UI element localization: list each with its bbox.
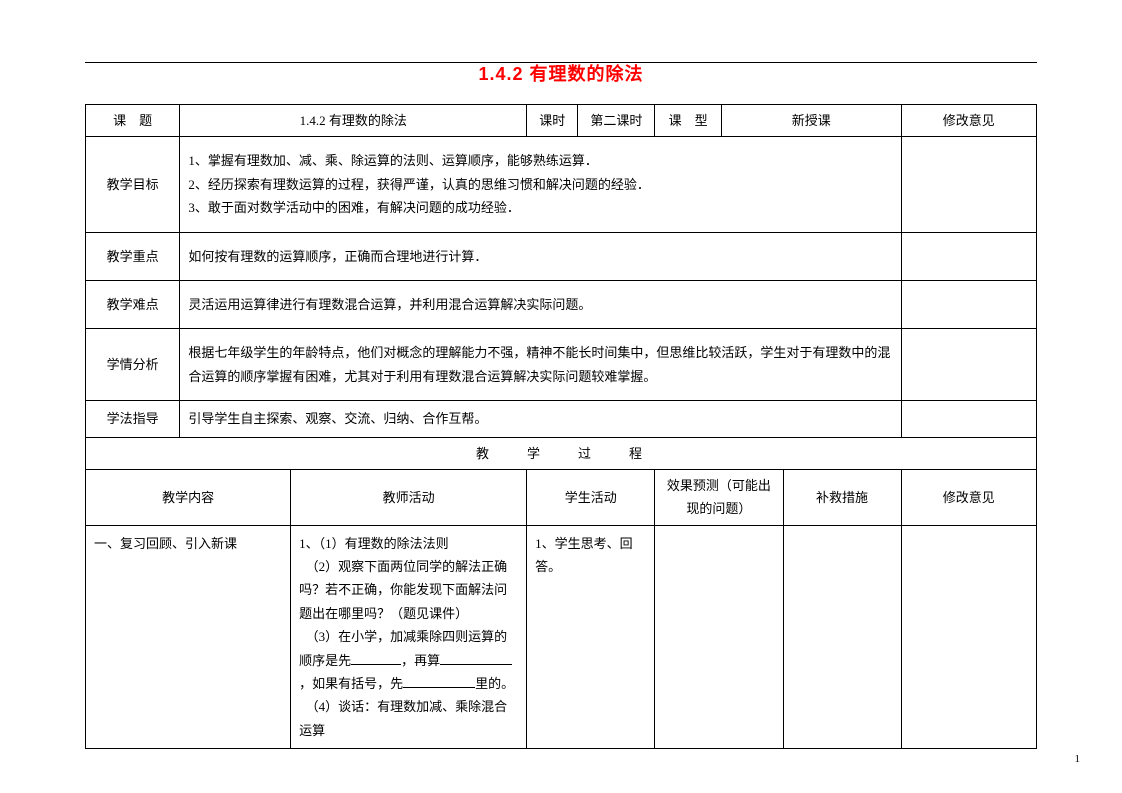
- process-header-row: 教 学 过 程: [86, 437, 1037, 469]
- revise-label: 修改意见: [901, 105, 1036, 137]
- teacher-line-4: （4）谈话：有理数加减、乘除混合运算: [299, 699, 507, 737]
- lesson-plan-table: 课 题 1.4.2 有理数的除法 课时 第二课时 课 型 新授课 修改意见 教学…: [85, 104, 1037, 749]
- method-text: 引导学生自主探索、观察、交流、归纳、合作互帮。: [180, 401, 901, 437]
- topic-value: 1.4.2 有理数的除法: [180, 105, 527, 137]
- keypoint-row: 教学重点 如何按有理数的运算顺序，正确而合理地进行计算．: [86, 232, 1037, 280]
- type-label: 课 型: [655, 105, 722, 137]
- period-value: 第二课时: [578, 105, 655, 137]
- difficulty-row: 教学难点 灵活运用运算律进行有理数混合运算，并利用混合运算解决实际问题。: [86, 280, 1037, 328]
- goals-text: 1、掌握有理数加、减、乘、除运算的法则、运算顺序，能够熟练运算． 2、经历探索有…: [180, 137, 901, 232]
- method-revise: [901, 401, 1036, 437]
- top-rule: [85, 62, 1037, 63]
- goals-revise: [901, 137, 1036, 232]
- difficulty-revise: [901, 280, 1036, 328]
- difficulty-label: 教学难点: [86, 280, 180, 328]
- page-title: 1.4.2 有理数的除法: [85, 60, 1037, 86]
- analysis-label: 学情分析: [86, 329, 180, 401]
- process-header: 教 学 过 程: [86, 437, 1037, 469]
- col-predict: 效果预测（可能出现的问题）: [655, 469, 783, 525]
- analysis-revise: [901, 329, 1036, 401]
- goals-row: 教学目标 1、掌握有理数加、减、乘、除运算的法则、运算顺序，能够熟练运算． 2、…: [86, 137, 1037, 232]
- col-revise: 修改意见: [901, 469, 1036, 525]
- col-student: 学生活动: [527, 469, 655, 525]
- col-remedy: 补救措施: [783, 469, 901, 525]
- method-row: 学法指导 引导学生自主探索、观察、交流、归纳、合作互帮。: [86, 401, 1037, 437]
- body-student: 1、学生思考、回答。: [527, 525, 655, 749]
- keypoint-revise: [901, 232, 1036, 280]
- teacher-line-1: 1、（1）有理数的除法法则: [299, 536, 449, 551]
- col-teacher: 教师活动: [291, 469, 527, 525]
- difficulty-text: 灵活运用运算律进行有理数混合运算，并利用混合运算解决实际问题。: [180, 280, 901, 328]
- blank-3: [403, 674, 475, 688]
- body-content: 一、复习回顾、引入新课: [86, 525, 291, 749]
- analysis-row: 学情分析 根据七年级学生的年龄特点，他们对概念的理解能力不强，精神不能长时间集中…: [86, 329, 1037, 401]
- analysis-text: 根据七年级学生的年龄特点，他们对概念的理解能力不强，精神不能长时间集中，但思维比…: [180, 329, 901, 401]
- col-content: 教学内容: [86, 469, 291, 525]
- blank-2: [440, 651, 512, 665]
- body-remedy: [783, 525, 901, 749]
- body-revise: [901, 525, 1036, 749]
- method-label: 学法指导: [86, 401, 180, 437]
- period-label: 课时: [527, 105, 578, 137]
- teacher-line-3b: ，再算: [401, 653, 440, 668]
- process-cols-row: 教学内容 教师活动 学生活动 效果预测（可能出现的问题） 补救措施 修改意见: [86, 469, 1037, 525]
- teacher-line-2: （2）观察下面两位同学的解法正确吗？若不正确，你能发现下面解法问题出在哪里吗？（…: [299, 559, 507, 621]
- topic-label: 课 题: [86, 105, 180, 137]
- blank-1: [351, 651, 401, 665]
- header-row: 课 题 1.4.2 有理数的除法 课时 第二课时 课 型 新授课 修改意见: [86, 105, 1037, 137]
- page-number: 1: [1075, 753, 1081, 765]
- teacher-line-3d: 里的。: [475, 676, 514, 691]
- keypoint-text: 如何按有理数的运算顺序，正确而合理地进行计算．: [180, 232, 901, 280]
- body-predict: [655, 525, 783, 749]
- body-teacher: 1、（1）有理数的除法法则 （2）观察下面两位同学的解法正确吗？若不正确，你能发…: [291, 525, 527, 749]
- type-value: 新授课: [722, 105, 902, 137]
- process-body-row: 一、复习回顾、引入新课 1、（1）有理数的除法法则 （2）观察下面两位同学的解法…: [86, 525, 1037, 749]
- keypoint-label: 教学重点: [86, 232, 180, 280]
- goals-label: 教学目标: [86, 137, 180, 232]
- teacher-line-3c: ，如果有括号，先: [299, 676, 403, 691]
